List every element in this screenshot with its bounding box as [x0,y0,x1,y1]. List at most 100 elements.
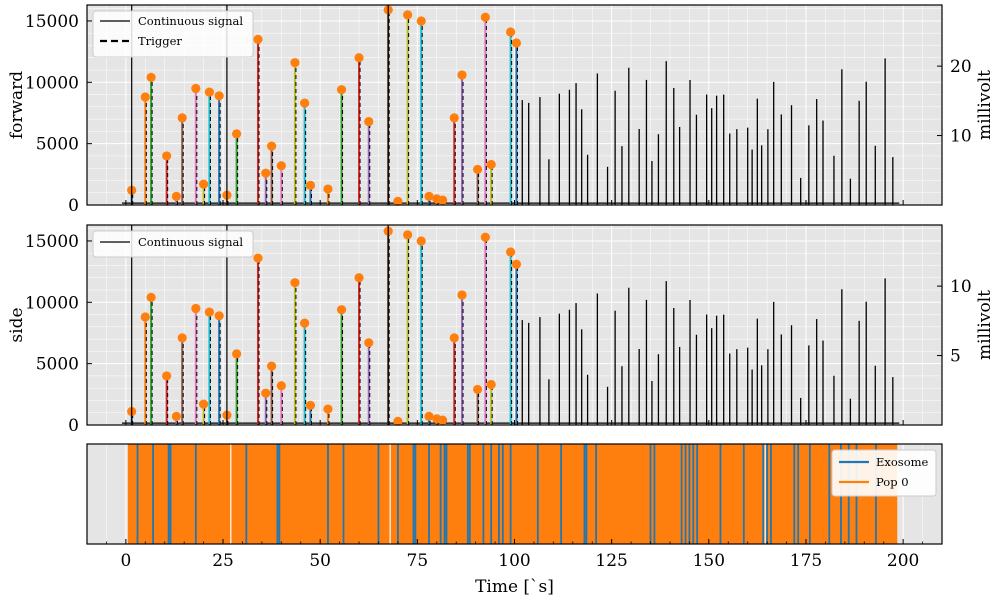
y-axis-title: forward [7,71,27,139]
peak-marker [364,116,374,127]
peak-marker [393,416,403,426]
peak-marker [305,180,316,190]
peak-marker [506,247,516,257]
peak-marker [424,191,434,202]
y-tick-label: 15000 [25,232,79,252]
peak-marker [336,305,347,315]
signal-trace [121,5,900,206]
peak-marker [198,399,209,409]
peak-marker [323,404,333,414]
peak-marker [191,303,201,314]
peak-marker [253,253,263,263]
peak-marker [403,230,413,240]
y-tick-label: 10000 [25,73,79,93]
peak-marker [261,168,271,178]
peak-marker [354,53,364,63]
y-tick-label: 5000 [36,355,79,375]
peak-marker [204,307,215,317]
peak-marker [323,184,333,194]
right-tick-label: 10 [950,277,972,297]
peak-marker [486,159,496,170]
peak-marker [253,34,263,44]
peak-marker [191,83,201,94]
peak-marker [267,141,277,151]
y-tick-label: 15000 [25,12,79,32]
peak-marker [336,85,347,95]
axis-ticks: 0 5000 10000 15000 5 10 [25,232,972,436]
peak-marker [354,273,364,283]
peak-marker [506,27,516,37]
peak-marker [449,333,459,343]
peak-marker [511,38,522,48]
legend: Continuous signal Trigger [92,10,254,58]
peak-marker [267,361,277,371]
population-bands [127,444,898,544]
x-tick-label: 0 [120,551,131,571]
peak-marker [162,371,172,381]
peak-marker [290,278,300,288]
peak-marker [261,388,271,398]
legend-box [92,10,254,58]
legend-label: Trigger [138,34,182,48]
right-tick-label: 10 [950,127,972,147]
peak-marker [480,12,490,22]
peak-marker [140,312,150,322]
peak-marker [416,16,426,26]
peak-marker [457,70,467,80]
peak-marker [364,338,374,348]
peak-marker [276,161,286,171]
x-tick-label: 50 [309,551,331,571]
peak-marker [393,196,403,206]
y-tick-label: 5000 [36,135,79,155]
peak-marker [457,290,467,300]
peak-marker [416,236,426,246]
peak-marker [171,411,181,422]
peak-marker [214,311,224,321]
legend-label: Pop 0 [876,475,909,489]
side-panel: 0 5000 10000 15000 5 10 side millivolt Contin… [7,224,995,436]
peak-marker [449,113,459,123]
axis-ticks: 0 25 50 75 100 125 150 175 200 [106,539,923,571]
legend-box [92,230,254,258]
x-tick-label: 25 [212,551,234,571]
peak-marker [472,384,483,395]
legend-label: Continuous signal [138,14,243,28]
peak-marker [204,87,215,97]
x-axis-title: Time [`s] [475,577,554,597]
peak-marker [511,259,522,269]
right-tick-label: 20 [950,57,972,77]
legend-label: Continuous signal [138,235,243,249]
peak-marker [480,232,490,242]
x-tick-label: 150 [693,551,725,571]
y-axis-title: side [7,307,27,342]
x-tick-label: 75 [407,551,429,571]
peak-marker [486,379,496,390]
peak-marker [472,164,483,175]
y-tick-label: 0 [68,416,79,436]
right-axis-title: millivolt [975,70,995,140]
peak-marker [198,179,209,189]
peak-marker [438,415,448,425]
legend: Exosome Pop 0 [831,449,937,497]
peak-marker [177,113,187,123]
x-tick-label: 100 [498,551,530,571]
peak-marker [146,292,156,302]
right-tick-label: 5 [950,347,961,367]
peak-marker [177,333,187,343]
axis-ticks: 0 5000 10000 15000 10 20 [25,12,972,216]
peak-marker [290,58,300,68]
peak-marker [438,195,448,205]
signal-trace [121,225,900,426]
forward-panel: 0 5000 10000 15000 10 20 forward millivolt Co… [7,4,995,216]
right-axis-title: millivolt [975,290,995,360]
peak-marker [162,151,172,161]
legend: Continuous signal [92,230,254,258]
peak-marker [232,129,242,139]
peak-marker [403,10,413,20]
peak-marker [424,411,434,422]
y-tick-label: 0 [68,196,79,216]
peak-marker [146,72,156,82]
peak-marker [140,92,150,102]
